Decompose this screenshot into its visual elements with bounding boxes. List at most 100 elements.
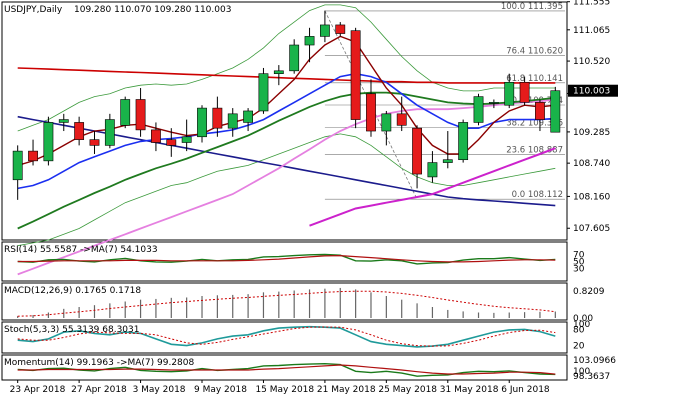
stoch-series-line <box>17 326 556 347</box>
candle-body <box>519 81 530 103</box>
candle-body <box>120 99 131 126</box>
candle-body <box>473 96 484 123</box>
rsi-title: RSI(14) 55.5587 ->MA(7) 54.1033 <box>4 245 158 255</box>
ma-line-ma_magenta <box>309 147 556 227</box>
stoch-tick-label: 100 <box>573 320 590 330</box>
stoch-tick-label: 80 <box>573 325 585 335</box>
candle-body <box>273 70 284 74</box>
stoch-series-line <box>17 325 556 348</box>
current-price-box <box>568 84 618 97</box>
candle-body <box>197 107 207 138</box>
macd-panel: MACD(12,26,9) 0.1765 0.1718 <box>4 286 556 318</box>
panel-frame-main <box>1 1 568 241</box>
ma-line-bb_lower <box>17 133 556 247</box>
candle-body <box>381 113 392 132</box>
date-tick-label: 25 May 2018 <box>378 385 437 395</box>
candle-body <box>258 73 269 112</box>
price-tick-label: 110.520 <box>573 57 610 67</box>
momentum-tick-label: 98.3637 <box>573 372 610 382</box>
date-tick-label: 15 May 2018 <box>255 385 314 395</box>
price-tick-label: 108.740 <box>573 159 610 169</box>
candle-body <box>396 113 407 126</box>
fib-level-label: 23.6 108.887 <box>506 146 563 156</box>
fib-level-label: 76.4 110.620 <box>506 46 563 56</box>
macd-title: MACD(12,26,9) 0.1765 0.1718 <box>4 286 141 296</box>
candle-body <box>335 24 346 34</box>
rsi-panel: RSI(14) 55.5587 ->MA(7) 54.1033 <box>4 245 556 265</box>
chart-ohlc: 109.280 110.070 109.280 110.003 <box>74 5 231 15</box>
candle-body <box>181 136 192 143</box>
rsi-tick-label: 50 <box>573 258 585 268</box>
rsi-tick-label: 30 <box>573 265 585 275</box>
fib-level-label: 100.0 111.395 <box>501 2 563 12</box>
candle-body <box>104 119 115 146</box>
price-tick-label: 109.285 <box>573 128 610 138</box>
fib-level-label: 0.0 108.112 <box>512 190 563 200</box>
date-tick-label: 6 Jun 2018 <box>501 385 550 395</box>
candle-body <box>366 93 376 132</box>
candle-body <box>319 24 330 37</box>
macd-tick-label: 0.8209 <box>573 287 605 297</box>
price-tick-label: 108.160 <box>573 192 610 202</box>
stoch-tick-label: 20 <box>573 342 585 352</box>
candle-body <box>212 107 223 129</box>
momentum-panel: Momentum(14) 99.1963 ->MA(7) 99.2808 <box>4 358 556 377</box>
date-tick-label: 9 May 2018 <box>194 385 247 395</box>
chart-title: USDJPY,Daily <box>4 5 63 15</box>
candle-body <box>151 129 161 143</box>
date-tick-label: 21 May 2018 <box>317 385 376 395</box>
candle-body <box>289 44 300 72</box>
candle-body <box>74 122 85 140</box>
rsi-tick-label: 70 <box>573 251 585 261</box>
candle-body <box>304 36 315 46</box>
ma-line-bb_upper <box>17 4 556 132</box>
ma-line-ma_pink <box>17 98 556 276</box>
candle-body <box>166 139 177 146</box>
price-tick-label: 107.605 <box>573 224 610 234</box>
date-tick-label: 27 Apr 2018 <box>71 385 127 395</box>
rsi-series-line <box>17 253 556 265</box>
candle-body <box>442 159 453 163</box>
candle-body <box>227 113 238 129</box>
macd-signal-line <box>17 290 556 317</box>
candle-body <box>43 122 54 162</box>
candle-body <box>550 90 561 133</box>
candle-body <box>12 150 23 181</box>
momentum-tick-label: 103.0966 <box>573 356 616 366</box>
candle-body <box>427 162 438 178</box>
candle-body <box>488 102 499 104</box>
candle-body <box>58 119 69 123</box>
ma-line-ma_red <box>17 67 556 84</box>
fib-level-label: 61.8 110.141 <box>506 74 563 84</box>
candle-body <box>243 110 254 123</box>
stochastic-panel: Stoch(5,3,3) 55.3139 68.3031 <box>4 325 556 348</box>
price-tick-label: 111.555 <box>573 0 610 8</box>
candle-body <box>28 150 38 162</box>
date-tick-label: 3 May 2018 <box>133 385 186 395</box>
rsi-series-line <box>17 254 556 263</box>
date-tick-label: 23 Apr 2018 <box>10 385 66 395</box>
candle-body <box>135 99 146 131</box>
current-price-label: 110.003 <box>573 87 610 97</box>
candle-body <box>504 81 515 106</box>
stoch-title: Stoch(5,3,3) 55.3139 68.3031 <box>4 325 139 335</box>
macd-tick-label: 0.00 <box>573 314 593 324</box>
mom-series-line <box>17 364 556 375</box>
momentum-tick-label: 100 <box>573 367 590 377</box>
mom-title: Momentum(14) 99.1963 ->MA(7) 99.2808 <box>4 358 195 368</box>
candle-body <box>350 30 361 120</box>
price-tick-label: 111.065 <box>573 26 610 36</box>
fib-level-label: 38.2 109.366 <box>506 118 563 128</box>
axis-labels: 111.555111.065110.520109.955109.285108.7… <box>10 0 618 395</box>
candle-body <box>412 127 422 175</box>
candle-body <box>535 102 545 120</box>
date-tick-label: 31 May 2018 <box>440 385 499 395</box>
candle-body <box>89 139 100 146</box>
ma-line-ma_green <box>17 91 556 230</box>
candle-body <box>458 122 469 161</box>
panel-frame-macd <box>1 282 568 321</box>
panel-frame-mom <box>1 354 568 381</box>
